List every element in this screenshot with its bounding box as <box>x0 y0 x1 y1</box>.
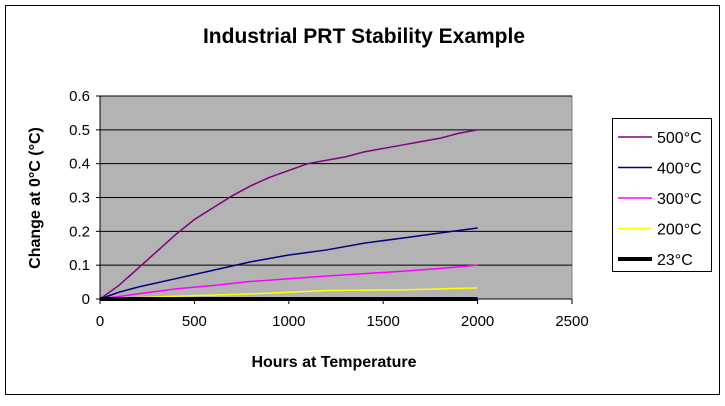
y-axis: 0 0.1 0.2 0.3 0.4 0.5 0.6 <box>69 88 101 308</box>
legend-label: 200°C <box>657 222 702 239</box>
series-lines <box>99 129 478 301</box>
legend: 500°C 400°C 300°C 200°C 23°C <box>618 130 702 269</box>
series-line <box>99 227 478 300</box>
x-tick-label: 1500 <box>367 313 400 330</box>
x-tick-label: 1000 <box>272 313 305 330</box>
series-line <box>99 264 478 300</box>
y-tick-label: 0.4 <box>69 156 90 173</box>
y-tick-label: 0.5 <box>69 122 90 139</box>
legend-label: 400°C <box>657 161 702 178</box>
x-tick-label: 2000 <box>461 313 494 330</box>
y-axis-label: Change at 0°C (°C) <box>27 127 44 269</box>
y-tick-label: 0.3 <box>69 190 90 207</box>
y-tick-label: 0.2 <box>69 223 90 240</box>
legend-label: 23°C <box>657 252 693 269</box>
chart-title: Industrial PRT Stability Example <box>203 25 525 48</box>
series-line <box>99 129 478 300</box>
y-tick-label: 0.6 <box>69 88 90 105</box>
y-tick-label: 0.1 <box>69 257 90 274</box>
legend-label: 300°C <box>657 191 702 208</box>
legend-label: 500°C <box>657 130 702 147</box>
legend-box <box>612 118 712 272</box>
series-line <box>99 287 478 300</box>
x-axis-label: Hours at Temperature <box>251 354 416 371</box>
y-tick-label: 0 <box>82 291 90 308</box>
x-tick-label: 2500 <box>555 313 588 330</box>
x-tick-label: 500 <box>182 313 207 330</box>
x-tick-label: 0 <box>96 313 104 330</box>
